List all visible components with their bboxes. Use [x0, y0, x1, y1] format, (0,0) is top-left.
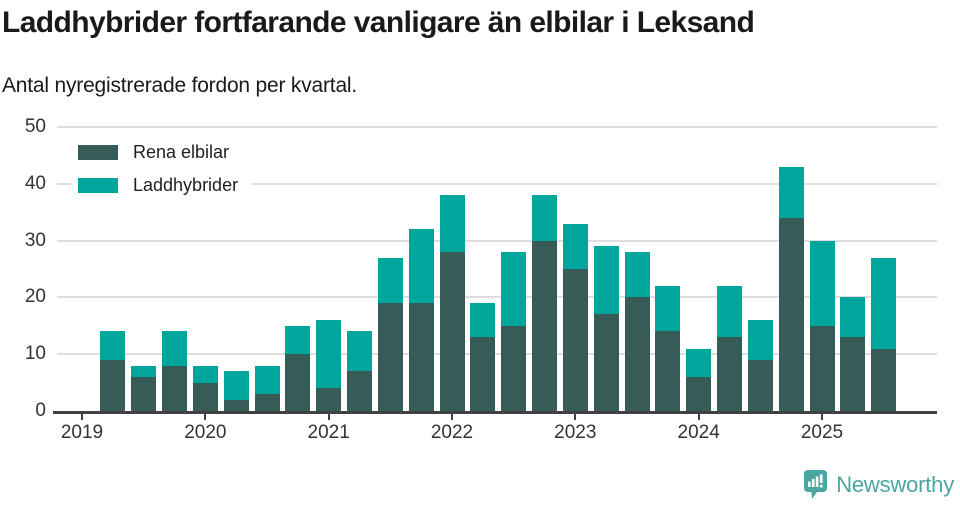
bar-2023-Q1-elbilar: [562, 269, 588, 411]
bar-2020-Q4-elbilar: [285, 354, 311, 411]
bar-2019-Q3-elbilar: [131, 376, 157, 411]
bar-2025-Q3-laddhybrid: [871, 257, 897, 349]
x-axis-tick-label-2022: 2022: [430, 422, 474, 443]
newsworthy-logo-icon: [804, 470, 828, 499]
bar-2025-Q1-laddhybrid: [809, 240, 835, 326]
bar-2022-Q4-elbilar: [532, 240, 557, 411]
legend: Rena elbilar Laddhybrider: [71, 138, 253, 204]
x-axis-tick: [574, 414, 577, 420]
bar-2019-Q2-elbilar: [100, 359, 126, 411]
bar-2022-Q2-laddhybrid: [470, 303, 496, 338]
bar-2020-Q2-elbilar: [223, 399, 249, 411]
x-axis-tick-label-2024: 2024: [677, 422, 720, 443]
x-axis-tick: [327, 414, 330, 420]
y-axis-tick-label: 30: [24, 229, 46, 251]
legend-swatch-rena-elbilar: [78, 145, 118, 160]
bar-2022-Q3-laddhybrid: [501, 251, 527, 326]
bar-2023-Q2-laddhybrid: [593, 246, 619, 315]
bar-2019-Q4-laddhybrid: [162, 331, 187, 366]
gridline-y-40: [57, 182, 937, 185]
x-axis-line: [53, 411, 937, 414]
bar-2023-Q1-laddhybrid: [562, 223, 588, 269]
bar-2021-Q4-elbilar: [408, 303, 434, 411]
bar-2023-Q3-laddhybrid: [624, 251, 650, 298]
brand-footer: Newsworthy: [804, 470, 954, 499]
bar-2020-Q3-laddhybrid: [254, 365, 280, 394]
legend-swatch-laddhybrider: [78, 178, 118, 193]
gridline-y-20: [57, 296, 937, 299]
gridline-y-50: [57, 126, 937, 128]
bar-2025-Q3-elbilar: [871, 348, 897, 411]
bar-2025-Q2-elbilar: [840, 337, 866, 411]
x-axis-tick: [820, 414, 823, 420]
bar-2024-Q2-laddhybrid: [717, 286, 742, 338]
legend-item-laddhybrider: Laddhybrider: [78, 175, 238, 196]
bar-2020-Q3-elbilar: [254, 393, 280, 411]
bar-2020-Q1-elbilar: [192, 382, 218, 411]
bar-2021-Q4-laddhybrid: [408, 229, 434, 304]
x-axis-tick-label-2025: 2025: [800, 422, 844, 443]
bar-2024-Q1-elbilar: [686, 376, 712, 411]
bar-2019-Q4-elbilar: [162, 365, 187, 411]
bar-2020-Q4-laddhybrid: [285, 325, 311, 355]
chart-subtitle: Antal nyregistrerade fordon per kvartal.: [2, 74, 358, 97]
legend-label-rena-elbilar: Rena elbilar: [133, 142, 230, 162]
x-axis-tick-label-2020: 2020: [184, 422, 227, 443]
brand-name: Newsworthy: [836, 471, 954, 497]
bar-2023-Q4-elbilar: [655, 331, 681, 411]
bar-2022-Q2-elbilar: [470, 337, 496, 411]
x-axis-tick: [81, 414, 83, 420]
bar-2024-Q4-laddhybrid: [778, 166, 804, 218]
bar-2020-Q2-laddhybrid: [223, 371, 249, 400]
x-axis-tick-label-2021: 2021: [307, 422, 350, 443]
x-axis-tick-label-2019: 2019: [60, 422, 104, 443]
bar-2020-Q1-laddhybrid: [192, 365, 218, 383]
bar-2024-Q4-elbilar: [778, 217, 804, 411]
x-axis-tick: [697, 414, 700, 420]
bar-2019-Q2-laddhybrid: [100, 331, 126, 360]
bar-2021-Q3-laddhybrid: [377, 257, 403, 304]
bar-2022-Q1-elbilar: [439, 251, 465, 411]
chart-title: Laddhybrider fortfarande vanligare än el…: [2, 6, 755, 39]
bar-2025-Q1-elbilar: [809, 325, 835, 411]
bar-2022-Q1-laddhybrid: [439, 195, 465, 252]
x-axis-tick: [204, 414, 207, 420]
x-axis-tick-label-2023: 2023: [554, 422, 597, 443]
bar-2021-Q1-laddhybrid: [316, 320, 342, 389]
bar-2023-Q4-laddhybrid: [655, 286, 681, 332]
bar-2024-Q2-elbilar: [717, 337, 742, 411]
legend-label-laddhybrider: Laddhybrider: [133, 175, 239, 195]
legend-item-rena-elbilar: Rena elbilar: [78, 142, 238, 163]
gridline-y-30: [57, 239, 937, 242]
bar-2023-Q3-elbilar: [624, 297, 650, 411]
bar-2023-Q2-elbilar: [593, 314, 619, 411]
bar-2021-Q1-elbilar: [316, 388, 342, 411]
x-axis-tick: [450, 414, 453, 420]
bar-2022-Q4-laddhybrid: [532, 195, 557, 241]
bar-2022-Q3-elbilar: [501, 325, 527, 411]
bar-2021-Q2-laddhybrid: [347, 331, 372, 372]
y-axis-tick-label: 10: [24, 343, 46, 365]
bar-2024-Q3-elbilar: [747, 359, 773, 411]
y-axis-tick-label: 0: [35, 400, 46, 421]
bar-2025-Q2-laddhybrid: [840, 297, 866, 338]
bar-2021-Q2-elbilar: [347, 371, 372, 411]
gridline-y-10: [57, 353, 937, 356]
bar-2024-Q1-laddhybrid: [686, 348, 712, 377]
y-axis-tick-label: 40: [24, 172, 46, 194]
bar-2019-Q3-laddhybrid: [131, 365, 157, 377]
bar-2021-Q3-elbilar: [377, 303, 403, 411]
y-axis-tick-label: 20: [24, 286, 46, 308]
bar-2024-Q3-laddhybrid: [747, 320, 773, 360]
y-axis-tick-label: 50: [24, 116, 46, 137]
